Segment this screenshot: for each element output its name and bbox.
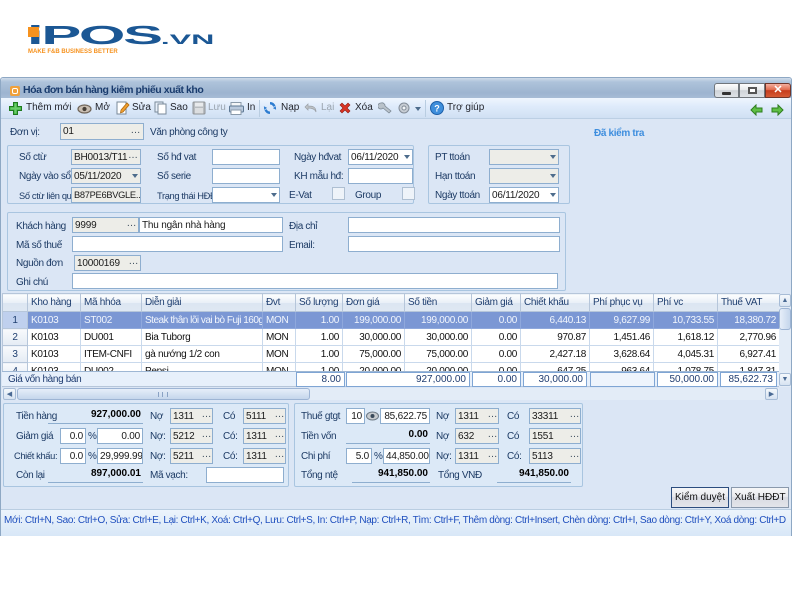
svg-text:?: ? xyxy=(434,104,440,114)
